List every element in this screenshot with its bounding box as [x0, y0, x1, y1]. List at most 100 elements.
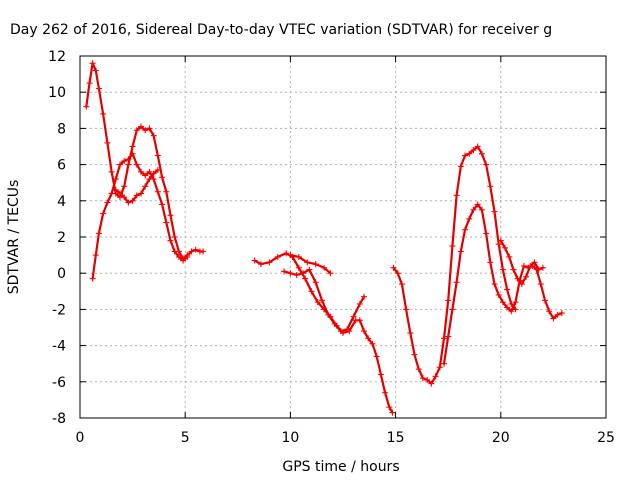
data-point — [389, 409, 396, 416]
series-arc-g — [390, 143, 519, 387]
data-point — [453, 192, 460, 199]
data-point — [146, 176, 153, 183]
data-point — [200, 248, 207, 255]
data-point — [146, 168, 153, 175]
data-point — [89, 275, 96, 282]
data-point — [312, 279, 319, 286]
data-point — [518, 281, 525, 288]
data-point — [554, 311, 561, 318]
data-point — [125, 199, 132, 206]
data-point — [274, 253, 281, 260]
data-point — [150, 132, 157, 139]
data-point — [138, 190, 145, 197]
data-point — [308, 288, 315, 295]
data-point — [300, 270, 307, 277]
data-point — [133, 127, 140, 134]
data-point — [449, 243, 456, 250]
data-point — [108, 190, 115, 197]
data-point — [266, 259, 273, 266]
y-tick-label: 12 — [48, 49, 66, 65]
data-point — [361, 293, 368, 300]
series-trace — [392, 145, 517, 385]
data-point — [112, 176, 119, 183]
data-point — [163, 188, 170, 195]
data-point — [537, 281, 544, 288]
data-point — [466, 150, 473, 157]
data-point — [502, 244, 509, 251]
data-point — [514, 275, 521, 282]
data-point — [95, 85, 102, 92]
data-point — [321, 264, 328, 271]
series-arc-d — [251, 250, 396, 416]
data-point — [527, 262, 534, 269]
data-point — [142, 183, 149, 190]
y-tick-label: -2 — [52, 302, 66, 318]
data-point — [478, 150, 485, 157]
data-point — [531, 259, 538, 266]
data-point — [499, 299, 506, 306]
data-point — [382, 389, 389, 396]
data-point — [327, 270, 334, 277]
y-tick-label: -4 — [52, 339, 66, 355]
data-point — [504, 286, 511, 293]
data-point — [449, 306, 456, 313]
series-arc-h — [440, 201, 565, 367]
data-point — [306, 266, 313, 273]
data-point — [523, 273, 530, 280]
plot-frame — [79, 55, 607, 419]
data-point — [133, 192, 140, 199]
data-point — [440, 360, 447, 367]
data-point — [163, 219, 170, 226]
data-point — [512, 299, 519, 306]
data-point — [356, 300, 363, 307]
data-point — [129, 197, 136, 204]
data-point — [424, 376, 431, 383]
data-point — [159, 174, 166, 181]
data-point — [445, 297, 452, 304]
data-point — [150, 170, 157, 177]
series-arc-c — [112, 167, 161, 206]
data-point — [283, 250, 290, 257]
data-point — [92, 67, 99, 74]
data-point — [192, 246, 199, 253]
data-point — [520, 262, 527, 269]
series-arc-a — [83, 60, 207, 262]
data-point — [512, 306, 519, 313]
data-point — [142, 172, 149, 179]
data-point — [558, 310, 565, 317]
data-point — [487, 183, 494, 190]
data-point — [474, 143, 481, 150]
data-point — [125, 156, 132, 163]
data-point — [483, 161, 490, 168]
data-point — [369, 340, 376, 347]
data-point — [116, 161, 123, 168]
data-point — [491, 281, 498, 288]
data-point — [419, 375, 426, 382]
series-trace — [85, 62, 205, 260]
series-trace — [91, 152, 189, 280]
data-point — [287, 252, 294, 259]
data-point — [89, 60, 96, 67]
data-point — [304, 259, 311, 266]
data-point — [411, 351, 418, 358]
data-point — [510, 266, 517, 273]
data-point — [474, 201, 481, 208]
data-point — [470, 206, 477, 213]
series-arc-i — [497, 237, 546, 288]
data-point — [112, 186, 119, 193]
data-point — [436, 364, 443, 371]
data-point — [251, 257, 258, 264]
data-point — [546, 308, 553, 315]
data-point — [337, 328, 344, 335]
data-point — [550, 315, 557, 322]
data-point — [491, 208, 498, 215]
data-point — [293, 272, 300, 279]
data-point — [129, 150, 136, 157]
data-point — [104, 199, 111, 206]
series-trace — [253, 252, 394, 414]
data-point — [257, 261, 264, 268]
x-tick-label: 20 — [492, 430, 510, 446]
data-point — [100, 110, 107, 117]
data-point — [466, 215, 473, 222]
